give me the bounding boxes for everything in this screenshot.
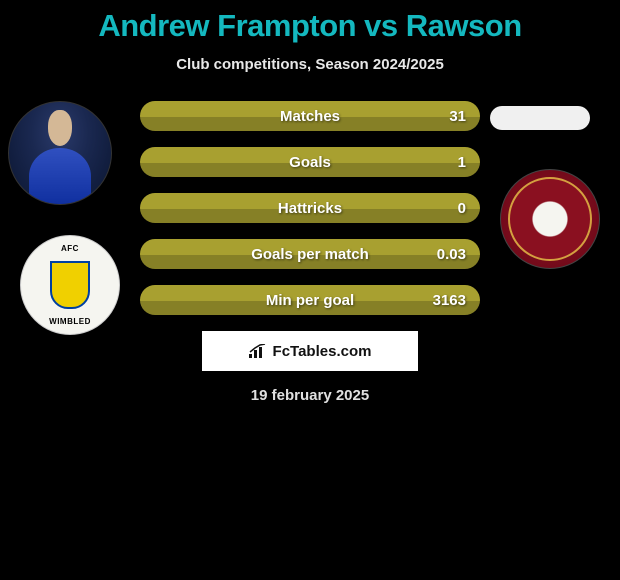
stat-label: Hattricks bbox=[278, 200, 342, 217]
chart-icon bbox=[249, 344, 267, 358]
branding-box: FcTables.com bbox=[202, 331, 418, 371]
branding-text: FcTables.com bbox=[273, 343, 372, 360]
stat-label: Matches bbox=[280, 108, 340, 125]
date-text: 19 february 2025 bbox=[0, 387, 620, 404]
left-club-logo: AFC WIMBLED bbox=[20, 235, 120, 335]
stat-bars: Matches 31 Goals 1 Hattricks 0 Goals per… bbox=[140, 101, 480, 315]
stat-row-matches: Matches 31 bbox=[140, 101, 480, 131]
stat-row-hattricks: Hattricks 0 bbox=[140, 193, 480, 223]
stat-value: 0.03 bbox=[437, 246, 466, 263]
stat-row-goals: Goals 1 bbox=[140, 147, 480, 177]
left-club-text-top: AFC bbox=[61, 244, 79, 253]
stat-row-goals-per-match: Goals per match 0.03 bbox=[140, 239, 480, 269]
stat-value: 31 bbox=[449, 108, 466, 125]
comparison-area: AFC WIMBLED Matches 31 Goals 1 Hattricks… bbox=[0, 101, 620, 315]
page-title: Andrew Frampton vs Rawson bbox=[0, 0, 620, 44]
right-club-logo bbox=[500, 169, 600, 269]
subtitle: Club competitions, Season 2024/2025 bbox=[0, 56, 620, 73]
stat-row-min-per-goal: Min per goal 3163 bbox=[140, 285, 480, 315]
stat-label: Goals per match bbox=[251, 246, 369, 263]
stat-value: 1 bbox=[458, 154, 466, 171]
stat-value: 0 bbox=[458, 200, 466, 217]
right-player-placeholder bbox=[490, 106, 590, 130]
left-player-photo bbox=[8, 101, 112, 205]
stat-label: Goals bbox=[289, 154, 331, 171]
left-club-text-bottom: WIMBLED bbox=[49, 317, 91, 326]
stat-value: 3163 bbox=[433, 292, 466, 309]
stat-label: Min per goal bbox=[266, 292, 354, 309]
